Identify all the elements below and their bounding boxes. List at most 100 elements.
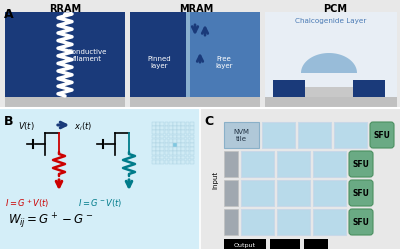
- FancyBboxPatch shape: [349, 209, 373, 235]
- Bar: [173, 143, 177, 147]
- Bar: [169, 160, 173, 164]
- Bar: [152, 143, 156, 147]
- Bar: [152, 156, 156, 159]
- Bar: [304, 239, 328, 249]
- Text: PCM: PCM: [323, 4, 347, 14]
- Bar: [313, 180, 346, 206]
- Bar: [177, 147, 181, 151]
- Bar: [186, 130, 190, 134]
- Bar: [169, 122, 173, 126]
- Bar: [177, 151, 181, 155]
- Bar: [224, 209, 238, 235]
- Bar: [0, 0, 400, 118]
- Bar: [5, 12, 125, 97]
- Bar: [160, 122, 164, 126]
- Bar: [160, 151, 164, 155]
- Bar: [277, 180, 310, 206]
- Bar: [165, 156, 168, 159]
- Bar: [265, 97, 397, 107]
- Bar: [190, 130, 194, 134]
- Bar: [152, 147, 156, 151]
- Bar: [173, 126, 177, 130]
- Bar: [156, 122, 160, 126]
- Bar: [186, 151, 190, 155]
- Bar: [156, 143, 160, 147]
- Bar: [152, 126, 156, 130]
- Bar: [186, 147, 190, 151]
- Bar: [177, 143, 181, 147]
- Bar: [156, 160, 160, 164]
- Bar: [152, 160, 156, 164]
- FancyBboxPatch shape: [349, 180, 373, 206]
- Bar: [186, 122, 190, 126]
- Text: $I = G^-V(t)$: $I = G^-V(t)$: [78, 197, 122, 209]
- Bar: [177, 160, 181, 164]
- Bar: [186, 156, 190, 159]
- Bar: [156, 130, 160, 134]
- Bar: [169, 156, 173, 159]
- Bar: [305, 87, 353, 97]
- Text: B: B: [4, 115, 14, 128]
- Bar: [156, 147, 160, 151]
- Bar: [130, 12, 188, 97]
- Bar: [186, 143, 190, 147]
- Bar: [224, 180, 238, 206]
- Bar: [182, 135, 185, 138]
- Bar: [5, 97, 125, 107]
- Bar: [160, 130, 164, 134]
- Text: Pinned
layer: Pinned layer: [147, 56, 171, 68]
- Bar: [186, 12, 190, 97]
- Bar: [190, 151, 194, 155]
- Bar: [169, 135, 173, 138]
- Bar: [160, 139, 164, 143]
- Bar: [182, 122, 185, 126]
- Bar: [190, 156, 194, 159]
- Bar: [177, 126, 181, 130]
- Bar: [173, 160, 177, 164]
- Bar: [262, 122, 295, 148]
- Text: $x_i(t)$: $x_i(t)$: [74, 120, 92, 132]
- Bar: [224, 239, 266, 249]
- Bar: [156, 151, 160, 155]
- Text: NVM
tile: NVM tile: [234, 128, 250, 141]
- Bar: [186, 139, 190, 143]
- Bar: [177, 139, 181, 143]
- Text: SFU: SFU: [352, 160, 370, 169]
- Bar: [182, 151, 185, 155]
- Bar: [165, 151, 168, 155]
- Bar: [173, 130, 177, 134]
- Text: Output: Output: [234, 243, 256, 248]
- Bar: [313, 209, 346, 235]
- Bar: [0, 109, 200, 249]
- Text: SFU: SFU: [374, 130, 390, 139]
- Bar: [190, 126, 194, 130]
- Bar: [165, 139, 168, 143]
- Bar: [224, 122, 259, 148]
- Bar: [169, 151, 173, 155]
- Bar: [188, 12, 260, 97]
- Bar: [152, 130, 156, 134]
- Bar: [173, 147, 177, 151]
- Bar: [152, 151, 156, 155]
- Bar: [270, 239, 300, 249]
- Polygon shape: [301, 53, 357, 73]
- Bar: [160, 147, 164, 151]
- Bar: [169, 147, 173, 151]
- Text: Free
layer: Free layer: [215, 56, 233, 68]
- Bar: [186, 135, 190, 138]
- Bar: [190, 139, 194, 143]
- Bar: [190, 122, 194, 126]
- Bar: [156, 139, 160, 143]
- Text: RRAM: RRAM: [49, 4, 81, 14]
- Bar: [156, 135, 160, 138]
- Text: A: A: [4, 8, 14, 21]
- Bar: [177, 135, 181, 138]
- Bar: [190, 143, 194, 147]
- Bar: [182, 160, 185, 164]
- Bar: [186, 160, 190, 164]
- Bar: [165, 143, 168, 147]
- Bar: [165, 135, 168, 138]
- Bar: [313, 151, 346, 177]
- Bar: [160, 160, 164, 164]
- Bar: [182, 143, 185, 147]
